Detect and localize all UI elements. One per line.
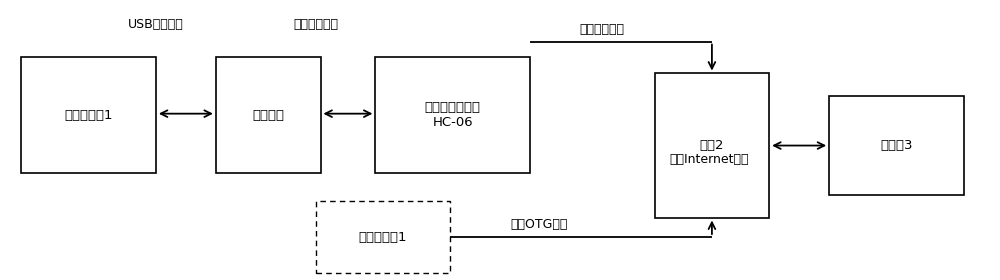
Text: 串口传输数据: 串口传输数据 bbox=[293, 18, 338, 31]
Text: USB传输数据: USB传输数据 bbox=[128, 18, 184, 31]
FancyBboxPatch shape bbox=[829, 96, 964, 195]
Text: 通过Internet交互: 通过Internet交互 bbox=[670, 153, 749, 166]
Text: 微型光谱仪1: 微型光谱仪1 bbox=[359, 230, 407, 244]
Text: 微型光谱仪1: 微型光谱仪1 bbox=[64, 109, 113, 122]
Text: 串口芯片: 串口芯片 bbox=[252, 109, 284, 122]
Text: 蓝牙转串口模块
HC-06: 蓝牙转串口模块 HC-06 bbox=[425, 101, 481, 129]
FancyBboxPatch shape bbox=[21, 57, 156, 173]
Text: 蓝牙配对通讯: 蓝牙配对通讯 bbox=[580, 23, 625, 36]
FancyBboxPatch shape bbox=[316, 201, 450, 273]
FancyBboxPatch shape bbox=[655, 73, 769, 218]
Text: 手机OTG连接: 手机OTG连接 bbox=[510, 218, 567, 231]
Text: 服务器3: 服务器3 bbox=[880, 139, 913, 152]
FancyBboxPatch shape bbox=[375, 57, 530, 173]
FancyBboxPatch shape bbox=[216, 57, 320, 173]
Text: 手机2: 手机2 bbox=[700, 139, 724, 152]
